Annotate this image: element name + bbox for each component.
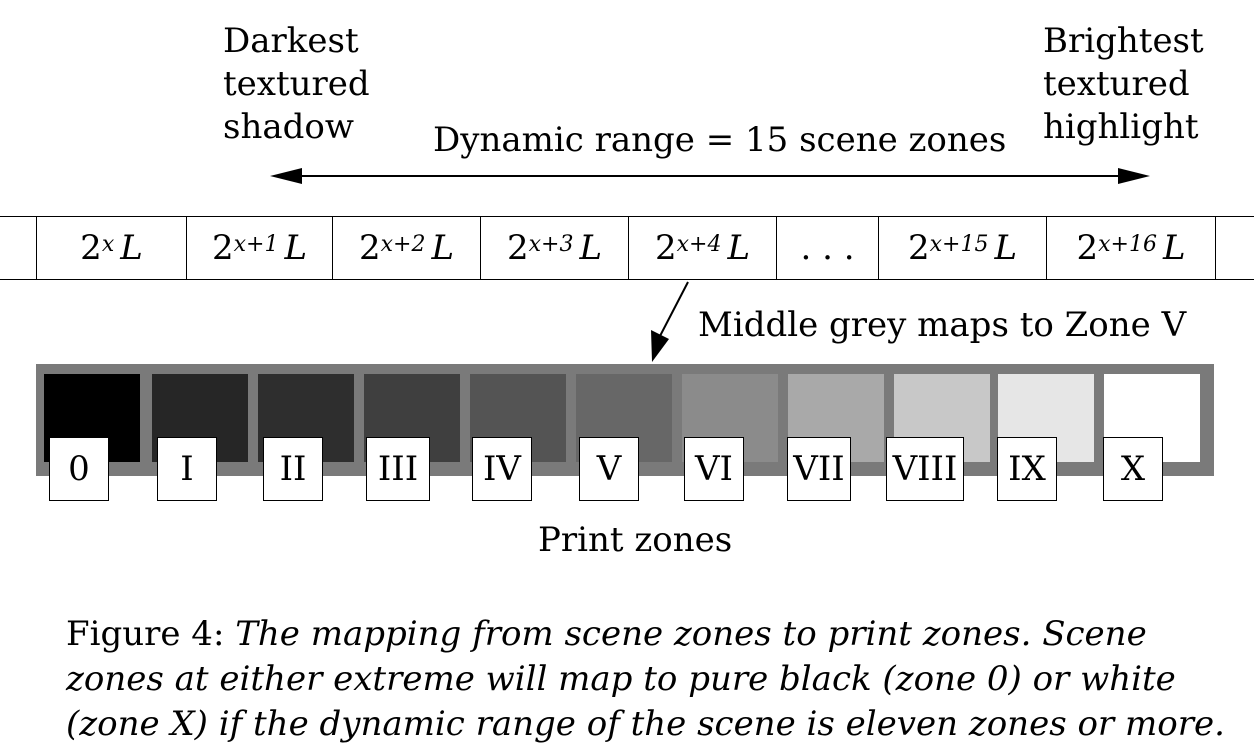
zone-label-5: V	[579, 437, 639, 501]
scene-zone-3: 2 x+3 L	[480, 217, 628, 279]
middle-grey-pointer	[651, 281, 689, 362]
caption-prefix: Figure 4:	[66, 614, 225, 654]
darkest-label: Darkest textured shadow	[223, 21, 370, 147]
dynamic-range-arrow	[270, 168, 1150, 184]
zone-label-0: 0	[49, 437, 109, 501]
zone-label-8: VIII	[886, 437, 964, 501]
zone-label-2: II	[263, 437, 323, 501]
figure-caption: Figure 4: The mapping from scene zones t…	[66, 612, 1236, 747]
middle-grey-label: Middle grey maps to Zone V	[698, 305, 1187, 345]
zone-label-6: VI	[684, 437, 744, 501]
zone-label-7: VII	[787, 437, 851, 501]
scene-zone-ellipsis: . . .	[776, 217, 878, 279]
scene-zone-4: 2 x+4 L	[628, 217, 776, 279]
caption-text: The mapping from scene zones to print zo…	[66, 614, 1225, 744]
scene-zone-15: 2 x+15 L	[878, 217, 1046, 279]
brightest-label: Brightest textured highlight	[1043, 21, 1204, 147]
dynamic-range-label: Dynamic range = 15 scene zones	[433, 120, 1007, 160]
scene-zone-1: 2 x+1 L	[186, 217, 332, 279]
scene-zone-16: 2 x+16 L	[1046, 217, 1216, 279]
zone-label-1: I	[157, 437, 217, 501]
print-zones-label: Print zones	[538, 520, 733, 560]
zone-label-10: X	[1103, 437, 1163, 501]
scene-zone-2: 2 x+2 L	[332, 217, 480, 279]
zone-label-4: IV	[472, 437, 532, 501]
zone-label-3: III	[366, 437, 430, 501]
zone-label-9: IX	[997, 437, 1057, 501]
